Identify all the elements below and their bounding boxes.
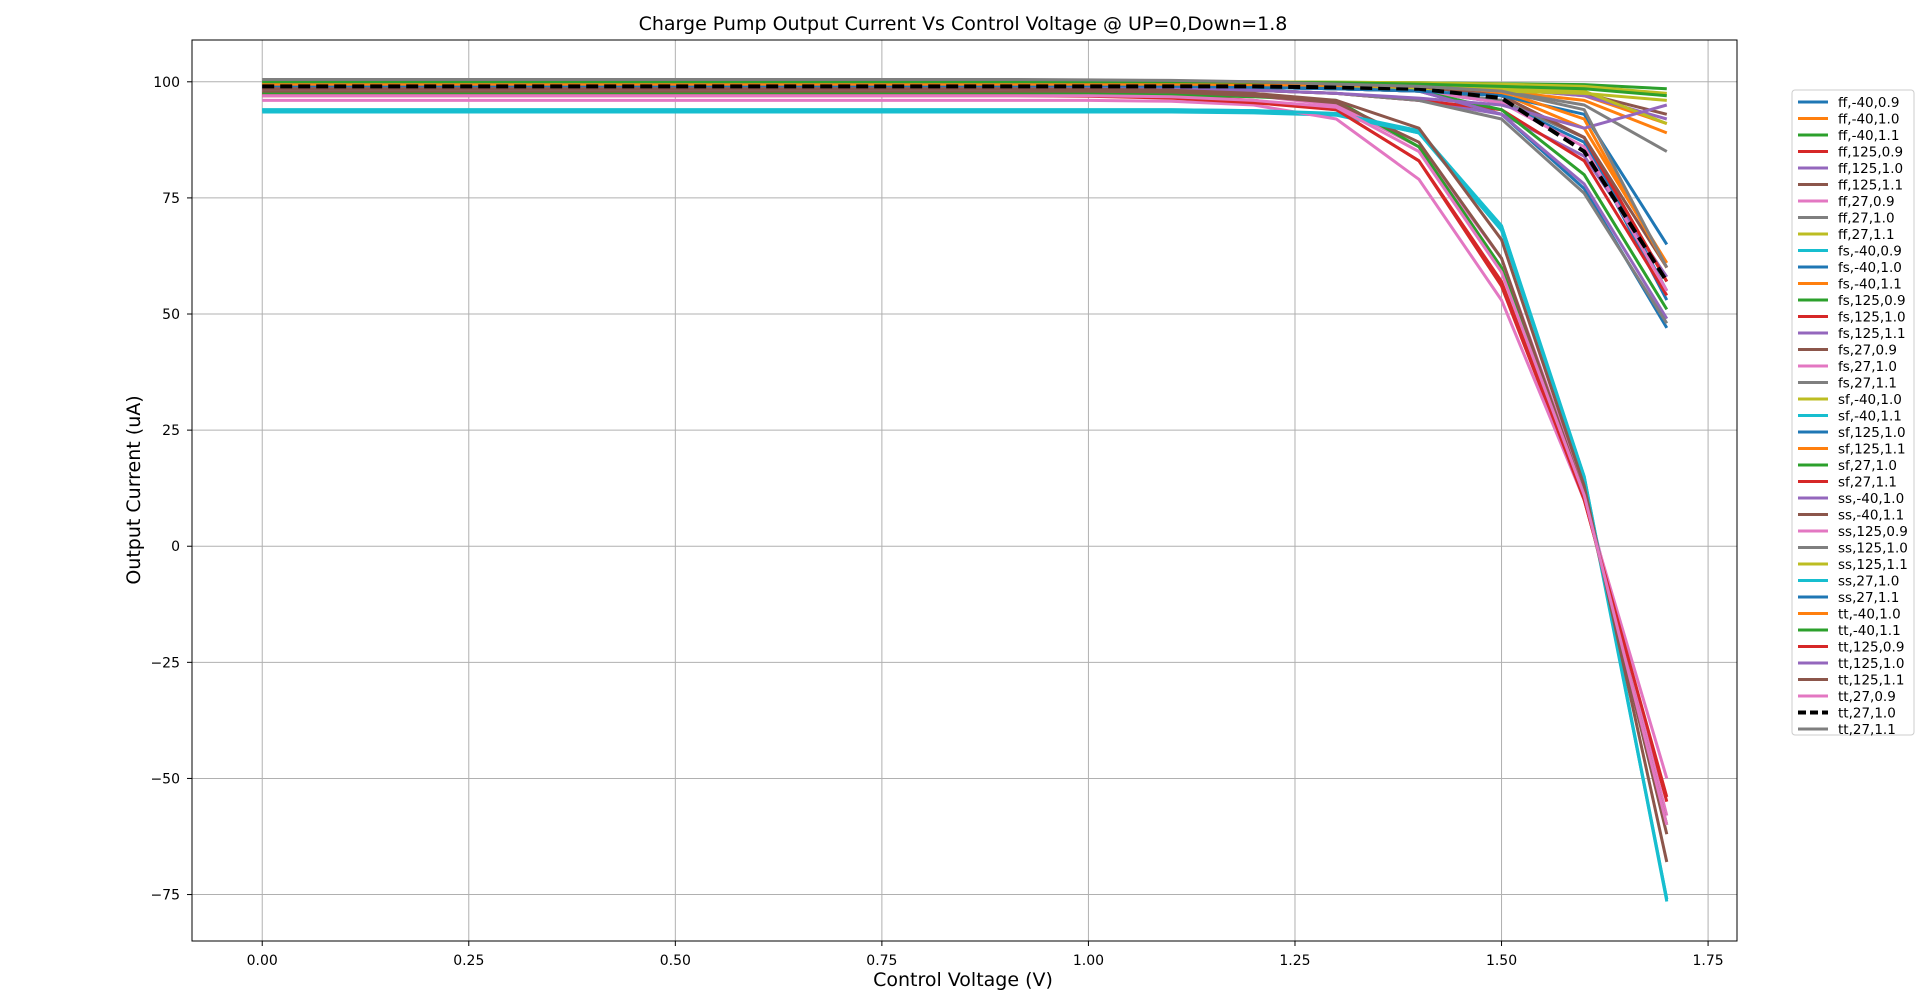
series-line (262, 98, 1669, 779)
legend-label: fs,27,1.1 (1838, 376, 1897, 392)
legend-items: ff,-40,0.9ff,-40,1.0ff,-40,1.1ff,125,0.9… (1798, 95, 1908, 738)
legend-label: ff,-40,1.1 (1838, 128, 1899, 144)
legend-label: sf,125,1.0 (1838, 425, 1906, 441)
legend-label: sf,27,1.1 (1838, 475, 1897, 491)
legend-label: ff,27,1.1 (1838, 227, 1895, 243)
legend-label: ss,27,1.0 (1838, 574, 1899, 590)
legend-label: fs,-40,1.1 (1838, 277, 1902, 293)
chart-title: Charge Pump Output Current Vs Control Vo… (639, 13, 1288, 35)
legend-label: ss,125,1.1 (1838, 557, 1908, 573)
series-line (262, 89, 1669, 835)
legend-label: sf,-40,1.1 (1838, 409, 1902, 425)
y-tick-label: 75 (162, 191, 180, 207)
legend-label: tt,125,1.1 (1838, 673, 1904, 689)
legend-label: ff,125,0.9 (1838, 145, 1903, 161)
grid (192, 40, 1737, 941)
legend-label: ff,125,1.1 (1838, 178, 1903, 194)
x-tick-label: 0.25 (453, 953, 484, 969)
plot-frame (191, 39, 1738, 942)
legend-label: tt,-40,1.1 (1838, 623, 1901, 639)
legend-label: ff,27,0.9 (1838, 194, 1895, 210)
x-tick-label: 1.00 (1073, 953, 1104, 969)
y-tick-label: 100 (153, 75, 180, 91)
x-tick-label: 0.00 (247, 953, 278, 969)
series-lines (262, 78, 1669, 902)
legend-label: tt,27,1.0 (1838, 706, 1896, 722)
y-tick-label: 25 (162, 423, 180, 439)
legend-label: fs,-40,0.9 (1838, 244, 1902, 260)
legend-label: ss,-40,1.1 (1838, 508, 1904, 524)
series-line (262, 94, 1669, 826)
legend-label: ff,-40,1.0 (1838, 112, 1899, 128)
legend-label: ff,27,1.0 (1838, 211, 1895, 227)
legend-label: fs,125,1.0 (1838, 310, 1906, 326)
legend: ff,-40,0.9ff,-40,1.0ff,-40,1.1ff,125,0.9… (1791, 89, 1915, 738)
series-line (262, 84, 1669, 283)
x-tick-label: 1.25 (1279, 953, 1310, 969)
legend-label: fs,125,0.9 (1838, 293, 1906, 309)
legend-label: tt,-40,1.0 (1838, 607, 1901, 623)
series-line (262, 91, 1669, 826)
legend-label: fs,-40,1.0 (1838, 260, 1902, 276)
series-line (262, 80, 1667, 98)
legend-label: fs,125,1.1 (1838, 326, 1906, 342)
legend-label: fs,27,0.9 (1838, 343, 1897, 359)
y-axis-title: Output Current (uA) (123, 395, 145, 584)
x-tick-label: 0.50 (660, 953, 691, 969)
legend-label: tt,27,1.1 (1838, 722, 1896, 738)
y-tick-label: −25 (150, 655, 180, 671)
series-line (262, 78, 1669, 269)
legend-label: fs,27,1.0 (1838, 359, 1897, 375)
legend-label: ss,125,0.9 (1838, 524, 1908, 540)
y-tick-label: −50 (150, 771, 180, 787)
x-tick-label: 1.75 (1692, 953, 1723, 969)
x-axis-title: Control Voltage (V) (873, 969, 1053, 990)
x-axis-ticks: 0.00 0.25 0.50 0.75 1.00 1.25 1.50 1.75 (247, 941, 1724, 969)
legend-label: ss,-40,1.0 (1838, 491, 1904, 507)
legend-label: ss,27,1.1 (1838, 590, 1899, 606)
legend-label: sf,125,1.1 (1838, 442, 1906, 458)
legend-label: tt,125,1.0 (1838, 656, 1904, 672)
y-tick-label: 0 (171, 539, 180, 555)
legend-label: ss,125,1.0 (1838, 541, 1908, 557)
legend-label: sf,-40,1.0 (1838, 392, 1902, 408)
y-axis-ticks: −75 −50 −25 0 25 50 75 100 (150, 75, 192, 904)
series-line (262, 87, 1669, 863)
legend-label: ff,-40,0.9 (1838, 95, 1899, 111)
y-tick-label: −75 (150, 888, 180, 904)
legend-label: tt,125,0.9 (1838, 640, 1904, 656)
y-tick-label: 50 (162, 307, 180, 323)
x-tick-label: 0.75 (866, 953, 897, 969)
legend-label: ff,125,1.0 (1838, 161, 1903, 177)
x-tick-label: 1.50 (1486, 953, 1517, 969)
legend-label: tt,27,0.9 (1838, 689, 1896, 705)
legend-label: sf,27,1.0 (1838, 458, 1897, 474)
